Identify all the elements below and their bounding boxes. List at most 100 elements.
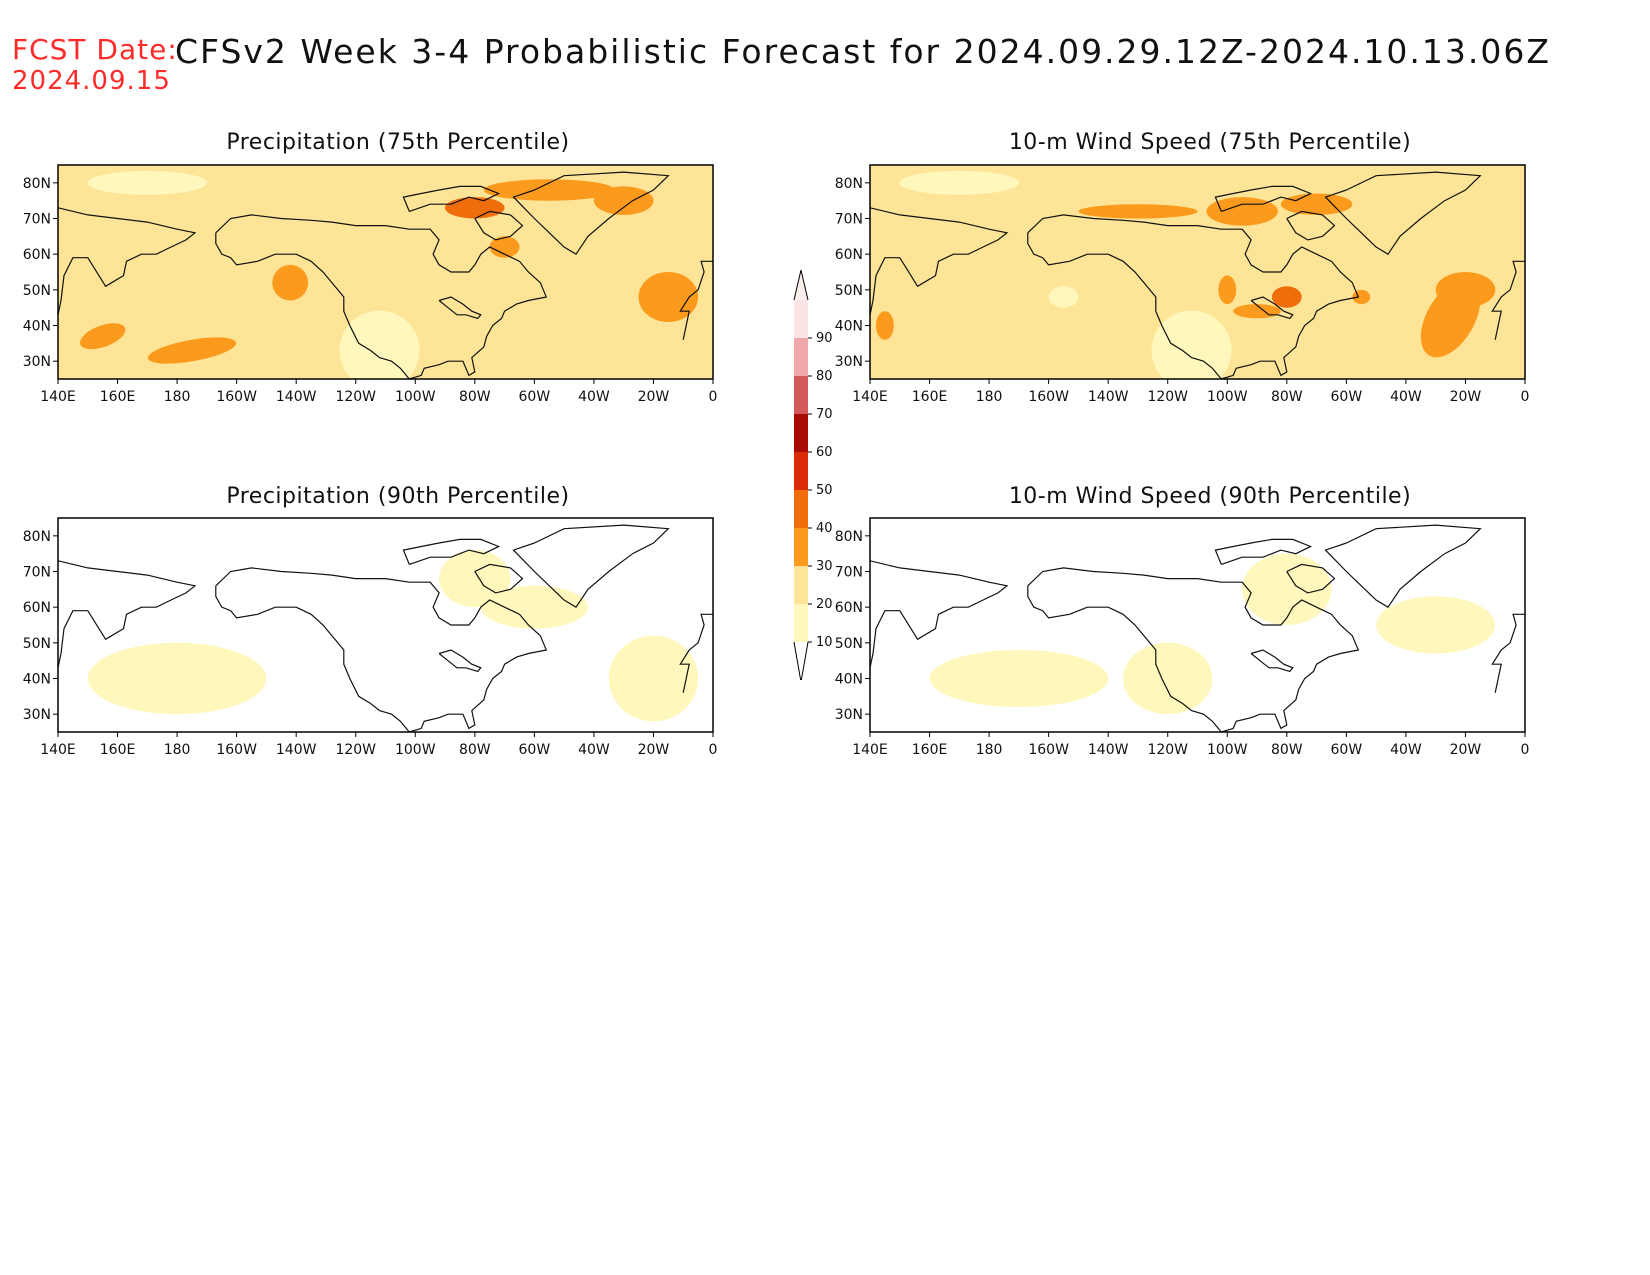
colorbar-swatch xyxy=(794,338,808,376)
colorbar-label: 80 xyxy=(816,369,833,384)
map-shading xyxy=(58,518,713,732)
coastlines xyxy=(870,524,1525,732)
map-shading xyxy=(870,518,1525,732)
lat-label: 30N xyxy=(835,707,863,723)
lat-label: 70N xyxy=(23,565,51,581)
colorbar-label: 90 xyxy=(816,331,833,346)
lon-label: 0 xyxy=(709,742,718,758)
lon-label: 140E xyxy=(40,742,76,758)
lon-label: 80W xyxy=(1271,742,1303,758)
lat-label: 60N xyxy=(835,247,863,263)
colorbar-legend: 10 20 30 40 50 60 70 80 90 xyxy=(793,270,833,680)
lon-label: 80W xyxy=(459,389,491,405)
map-shading xyxy=(58,165,713,379)
lon-label: 40W xyxy=(578,742,610,758)
lat-label: 60N xyxy=(23,247,51,263)
lon-label: 100W xyxy=(395,389,436,405)
lon-label: 20W xyxy=(638,742,670,758)
lat-label: 80N xyxy=(835,529,863,545)
lat-label: 30N xyxy=(23,707,51,723)
lon-label: 160E xyxy=(100,389,136,405)
lon-label: 20W xyxy=(638,389,670,405)
lat-label: 50N xyxy=(835,636,863,652)
lon-label: 160E xyxy=(912,742,948,758)
lon-label: 140W xyxy=(276,742,317,758)
lon-label: 40W xyxy=(1390,389,1422,405)
lat-label: 80N xyxy=(835,176,863,192)
lon-label: 160W xyxy=(1028,389,1069,405)
lat-label: 40N xyxy=(23,319,51,335)
lon-label: 180 xyxy=(164,389,191,405)
panel-title-wind-90: 10-m Wind Speed (90th Percentile) xyxy=(1008,484,1412,509)
lon-label: 100W xyxy=(1207,742,1248,758)
lon-label: 180 xyxy=(976,389,1003,405)
lon-label: 60W xyxy=(1331,389,1363,405)
lon-label: 160E xyxy=(100,742,136,758)
colorbar-label: 70 xyxy=(816,407,833,422)
lon-label: 160W xyxy=(216,742,257,758)
colorbar-swatch xyxy=(794,490,808,528)
lon-label: 40W xyxy=(578,389,610,405)
lon-label: 0 xyxy=(709,389,718,405)
colorbar-swatch xyxy=(794,566,808,604)
map-precip-90: 80N 70N 60N 50N 40N 30N 140E 160E 180 160W 140W 120… xyxy=(23,517,718,758)
lon-label: 160W xyxy=(216,389,257,405)
map-wind-75: 80N 70N 60N 50N 40N 30N 140E 160E 180 160W 140W 120… xyxy=(835,164,1530,405)
colorbar-label: 60 xyxy=(816,445,833,460)
lon-label: 140E xyxy=(40,389,76,405)
coastlines xyxy=(58,171,713,379)
lon-label: 20W xyxy=(1450,742,1482,758)
lon-label: 140W xyxy=(276,389,317,405)
lon-label: 40W xyxy=(1390,742,1422,758)
lon-label: 0 xyxy=(1521,742,1530,758)
lat-label: 40N xyxy=(835,672,863,688)
lat-label: 80N xyxy=(23,529,51,545)
lat-label: 60N xyxy=(23,600,51,616)
lon-label: 80W xyxy=(1271,389,1303,405)
colorbar-label: 10 xyxy=(816,635,833,650)
lat-label: 70N xyxy=(23,212,51,228)
lon-label: 80W xyxy=(459,742,491,758)
panel-title-precip-75: Precipitation (75th Percentile) xyxy=(226,130,570,155)
colorbar-swatch xyxy=(794,604,808,642)
lon-label: 140W xyxy=(1088,742,1129,758)
panel-title-precip-90: Precipitation (90th Percentile) xyxy=(226,484,570,509)
lon-label: 0 xyxy=(1521,389,1530,405)
lon-label: 120W xyxy=(1147,389,1188,405)
lat-label: 30N xyxy=(835,354,863,370)
lon-label: 160E xyxy=(912,389,948,405)
colorbar-label: 50 xyxy=(816,483,833,498)
lat-label: 70N xyxy=(835,565,863,581)
lat-label: 40N xyxy=(23,672,51,688)
map-shading xyxy=(870,165,1525,379)
lon-label: 120W xyxy=(1147,742,1188,758)
lon-label: 160W xyxy=(1028,742,1069,758)
lat-label: 70N xyxy=(835,212,863,228)
lon-label: 140E xyxy=(852,742,888,758)
lon-label: 120W xyxy=(335,742,376,758)
forecast-date-label: FCST Date: xyxy=(12,33,178,66)
colorbar-label: 40 xyxy=(816,521,833,536)
lat-label: 50N xyxy=(835,283,863,299)
coastlines xyxy=(58,524,713,732)
colorbar-swatch xyxy=(794,452,808,490)
lon-label: 120W xyxy=(335,389,376,405)
colorbar-swatch xyxy=(794,376,808,414)
lat-label: 60N xyxy=(835,600,863,616)
lon-label: 140W xyxy=(1088,389,1129,405)
figure-title: CFSv2 Week 3-4 Probabilistic Forecast fo… xyxy=(175,32,1551,71)
map-wind-90: 80N 70N 60N 50N 40N 30N 140E 160E 180 160W 140W 120… xyxy=(835,517,1530,758)
coastlines xyxy=(870,171,1525,379)
colorbar-label: 20 xyxy=(816,597,833,612)
lat-label: 80N xyxy=(23,176,51,192)
lon-label: 60W xyxy=(519,389,551,405)
lon-label: 100W xyxy=(395,742,436,758)
colorbar-swatch xyxy=(794,414,808,452)
lon-label: 100W xyxy=(1207,389,1248,405)
lat-label: 50N xyxy=(23,636,51,652)
forecast-date-value: 2024.09.15 xyxy=(12,66,171,96)
panel-title-wind-75: 10-m Wind Speed (75th Percentile) xyxy=(1008,130,1412,155)
colorbar-swatch xyxy=(794,528,808,566)
lon-label: 140E xyxy=(852,389,888,405)
colorbar-label: 30 xyxy=(816,559,833,574)
